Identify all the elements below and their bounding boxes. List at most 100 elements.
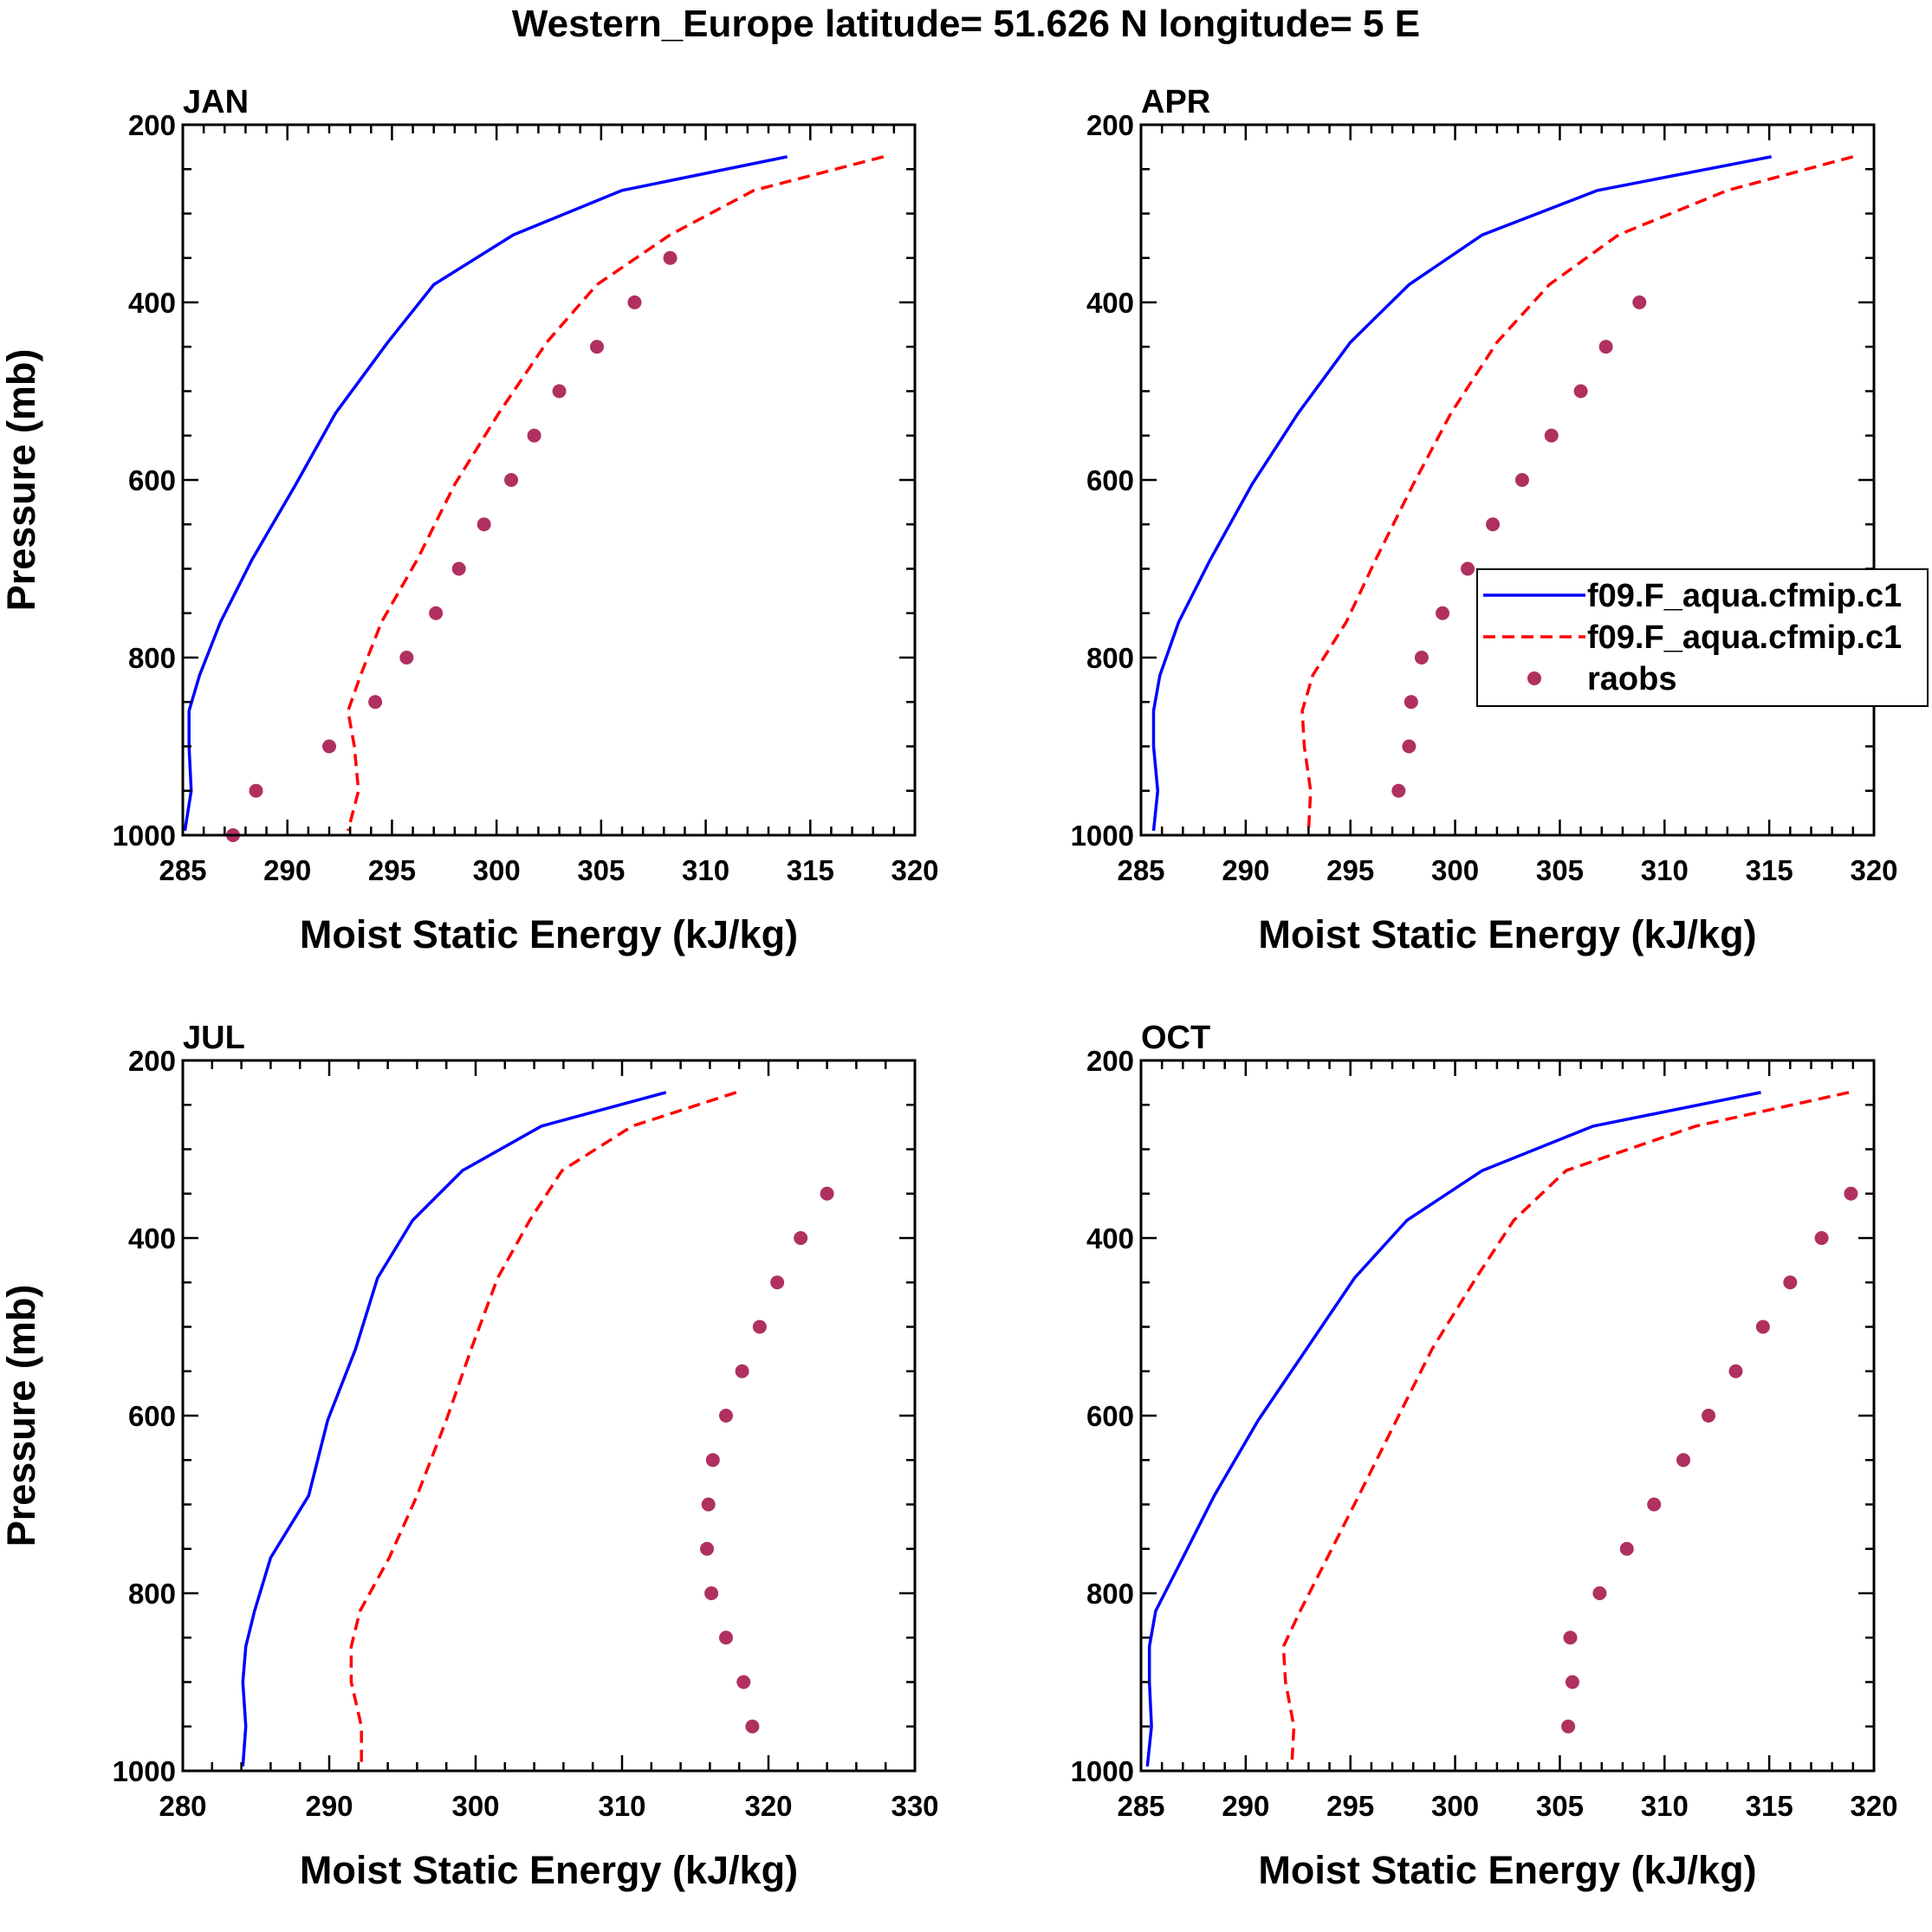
y-tick-label: 400 bbox=[1086, 287, 1134, 319]
raobs-point bbox=[504, 473, 519, 487]
raobs-point bbox=[701, 1497, 716, 1512]
raobs-point bbox=[770, 1275, 785, 1290]
raobs-point bbox=[429, 606, 444, 620]
x-tick-label: 290 bbox=[1222, 1790, 1269, 1822]
raobs-point bbox=[1436, 606, 1450, 620]
x-tick-label: 285 bbox=[159, 854, 206, 886]
panel-oct: 285 290 295 300 305 310 315 320 200 400 600 800 1000… bbox=[1071, 1020, 1898, 1892]
y-tick-label: 600 bbox=[1086, 1400, 1134, 1432]
legend: f09.F_aqua.cfmip.c1 f09.F_aqua.cfmip.c1 … bbox=[1476, 568, 1929, 707]
raobs-point bbox=[627, 295, 642, 309]
y-axis-label: Pressure (mb) bbox=[0, 1285, 43, 1547]
y-tick-label: 200 bbox=[128, 1045, 176, 1077]
y-axis-label: Pressure (mb) bbox=[0, 349, 43, 612]
raobs-point bbox=[718, 1631, 733, 1645]
model-line-dashed bbox=[346, 155, 885, 832]
y-tick-label: 400 bbox=[128, 287, 176, 319]
x-tick-label: 280 bbox=[159, 1790, 206, 1822]
model-line-dashed bbox=[349, 1091, 737, 1767]
panel-apr: 285 290 295 300 305 310 315 320 200 400 600 800 1000… bbox=[1071, 84, 1898, 956]
x-tick-label: 310 bbox=[1641, 854, 1689, 886]
raobs-point bbox=[1676, 1453, 1691, 1468]
raobs-point bbox=[1783, 1275, 1798, 1290]
raobs-point bbox=[322, 739, 336, 754]
raobs-point bbox=[794, 1231, 808, 1245]
x-tick-label: 305 bbox=[1536, 854, 1584, 886]
raobs-point bbox=[1728, 1364, 1743, 1378]
plot-frame bbox=[1139, 1059, 1876, 1773]
y-tick-label: 200 bbox=[1086, 109, 1134, 141]
raobs-point bbox=[1592, 1586, 1607, 1600]
raobs-point bbox=[527, 428, 541, 443]
panel-title-apr: APR bbox=[1141, 84, 1210, 120]
x-tick-label: 295 bbox=[1326, 1790, 1374, 1822]
x-tick-label: 310 bbox=[1641, 1790, 1689, 1822]
raobs-point bbox=[705, 1453, 720, 1468]
raobs-point bbox=[590, 340, 605, 354]
panel-title-jul: JUL bbox=[183, 1020, 245, 1056]
y-tick-label: 800 bbox=[1086, 642, 1134, 674]
y-tick-label: 800 bbox=[128, 1578, 176, 1610]
x-tick-label: 290 bbox=[1222, 854, 1269, 886]
panel-title-oct: OCT bbox=[1141, 1020, 1210, 1056]
raobs-point bbox=[1755, 1319, 1770, 1334]
model-line-solid bbox=[1151, 155, 1772, 832]
y-tick-label: 600 bbox=[1086, 464, 1134, 496]
raobs-point bbox=[1565, 1675, 1579, 1689]
x-tick-label: 310 bbox=[682, 854, 729, 886]
raobs-point bbox=[745, 1719, 760, 1734]
raobs-point bbox=[1486, 517, 1501, 532]
raobs-point bbox=[399, 651, 414, 665]
raobs-point bbox=[1404, 695, 1418, 710]
raobs-point bbox=[1414, 651, 1429, 665]
x-tick-label: 310 bbox=[598, 1790, 645, 1822]
y-tick-label: 200 bbox=[128, 109, 176, 141]
model-line-dashed bbox=[1300, 155, 1854, 831]
x-tick-label: 305 bbox=[577, 854, 625, 886]
raobs-point bbox=[752, 1319, 767, 1334]
legend-label-1: f09.F_aqua.cfmip.c1 bbox=[1587, 578, 1902, 614]
x-axis-label: Moist Static Energy (kJ/kg) bbox=[300, 1848, 798, 1892]
raobs-point bbox=[700, 1541, 715, 1556]
x-tick-label: 320 bbox=[744, 1790, 792, 1822]
plot-frame bbox=[181, 123, 917, 837]
x-tick-label: 285 bbox=[1117, 1790, 1164, 1822]
raobs-point bbox=[368, 695, 383, 710]
raobs-point bbox=[249, 783, 263, 798]
legend-label-3: raobs bbox=[1587, 661, 1676, 697]
raobs-point bbox=[704, 1586, 719, 1600]
raobs-point bbox=[1544, 428, 1559, 443]
x-tick-label: 305 bbox=[1536, 1790, 1584, 1822]
model-line-solid bbox=[1145, 1091, 1761, 1767]
raobs-point bbox=[1563, 1631, 1578, 1645]
panel-jul: 280 290 300 310 320 330 200 400 600 800 1000 JUL Moi… bbox=[0, 1020, 939, 1892]
x-tick-label: 285 bbox=[1117, 854, 1164, 886]
y-tick-label: 600 bbox=[128, 464, 176, 496]
raobs-point bbox=[1514, 473, 1529, 487]
raobs-point bbox=[718, 1409, 733, 1423]
raobs-point bbox=[1619, 1541, 1634, 1556]
x-tick-label: 320 bbox=[1850, 1790, 1897, 1822]
plot-frame bbox=[1139, 123, 1876, 837]
figure-title: Western_Europe latitude= 51.626 N longit… bbox=[512, 3, 1420, 45]
y-tick-label: 1000 bbox=[113, 1755, 176, 1787]
x-tick-label: 300 bbox=[451, 1790, 499, 1822]
raobs-point bbox=[1561, 1719, 1576, 1734]
x-axis-label: Moist Static Energy (kJ/kg) bbox=[300, 912, 798, 956]
raobs-point bbox=[1402, 739, 1417, 754]
raobs-point bbox=[1391, 783, 1406, 798]
x-tick-label: 300 bbox=[1431, 1790, 1479, 1822]
model-line-solid bbox=[183, 155, 788, 832]
x-tick-label: 300 bbox=[473, 854, 521, 886]
y-tick-label: 400 bbox=[1086, 1222, 1134, 1255]
y-tick-label: 800 bbox=[1086, 1578, 1134, 1610]
raobs-point bbox=[736, 1675, 751, 1689]
x-tick-label: 295 bbox=[368, 854, 416, 886]
y-tick-label: 1000 bbox=[1071, 820, 1134, 852]
plot-frame bbox=[181, 1059, 917, 1773]
raobs-point bbox=[451, 561, 466, 576]
x-tick-label: 290 bbox=[305, 1790, 353, 1822]
y-tick-label: 600 bbox=[128, 1400, 176, 1432]
raobs-point bbox=[1647, 1497, 1662, 1512]
